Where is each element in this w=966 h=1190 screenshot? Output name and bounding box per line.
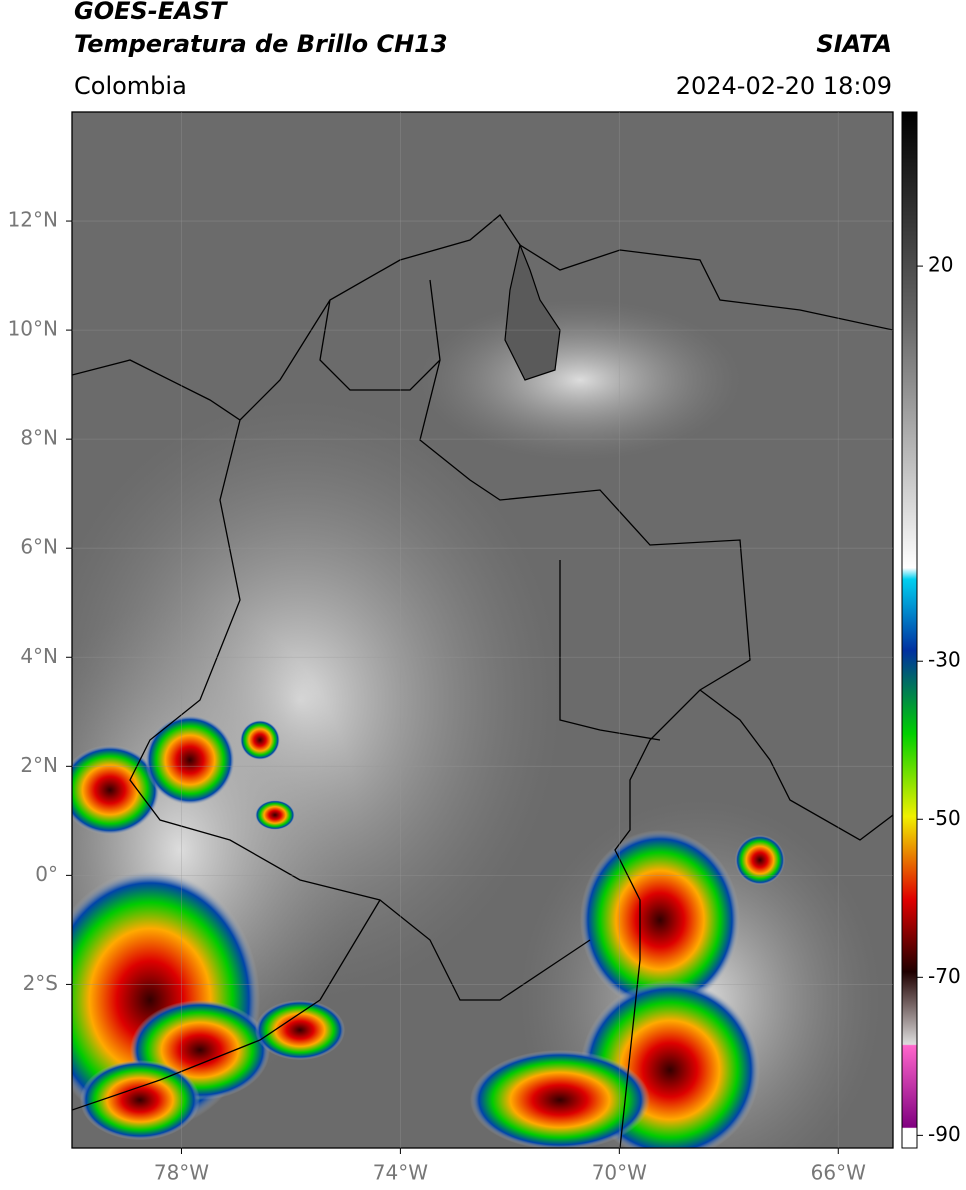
lat-tick-label: 0° xyxy=(35,862,58,886)
lat-tick-label: 10°N xyxy=(8,317,58,341)
lon-tick-label: 78°W xyxy=(154,1161,209,1185)
datetime: 2024-02-20 18:09 xyxy=(676,72,892,100)
region: Colombia xyxy=(74,72,187,100)
colorbar-tick-label: -90 xyxy=(928,1122,961,1146)
colorbar-tick-label: -70 xyxy=(928,964,961,988)
lat-tick-label: 4°N xyxy=(20,644,58,668)
lat-tick-label: 12°N xyxy=(8,208,58,232)
lat-tick-label: 8°N xyxy=(20,426,58,450)
map-frame xyxy=(71,111,894,1149)
lon-tick-label: 66°W xyxy=(811,1161,866,1185)
lat-tick-label: 2°S xyxy=(23,971,58,995)
lat-tick-label: 6°N xyxy=(20,535,58,559)
satellite-image xyxy=(72,112,893,1148)
colorbar-tick-label: 20 xyxy=(928,253,953,277)
colorbar-tick-label: -50 xyxy=(928,806,961,830)
source: SIATA xyxy=(816,30,892,58)
title: GOES-EAST xyxy=(74,0,228,25)
colorbar xyxy=(901,111,918,1149)
lat-tick-label: 2°N xyxy=(20,753,58,777)
lon-tick-label: 70°W xyxy=(592,1161,647,1185)
lon-tick-label: 74°W xyxy=(373,1161,428,1185)
colorbar-tick-label: -30 xyxy=(928,648,961,672)
subtitle: Temperatura de Brillo CH13 xyxy=(74,30,448,58)
